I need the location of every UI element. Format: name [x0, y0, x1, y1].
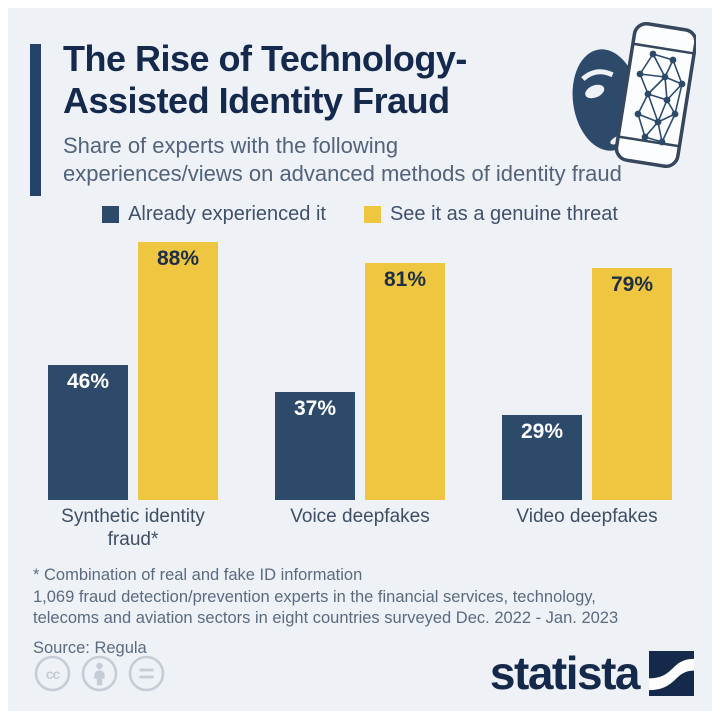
category-label: Video deepfakes	[516, 505, 658, 527]
footnotes: * Combination of real and fake ID inform…	[8, 551, 712, 630]
page-title: The Rise of Technology- Assisted Identit…	[63, 38, 603, 122]
bar-value-label: 88%	[156, 246, 200, 270]
cc-icon: cc	[34, 655, 71, 697]
subtitle-line-1: Share of experts with the following	[63, 133, 399, 159]
source-line: Source: Regula	[33, 639, 147, 658]
legend-item-experienced: Already experienced it	[102, 203, 326, 226]
statista-logo-mark-icon	[649, 651, 694, 701]
bar-value-label: 81%	[383, 267, 427, 291]
survey-description: 1,069 fraud detection/prevention experts…	[33, 587, 619, 628]
legend-item-threat: See it as a genuine threat	[363, 202, 618, 226]
bar-already-experienced: 46%	[48, 364, 128, 500]
title-line-2: Assisted Identity Fraud	[63, 80, 450, 122]
attribution-icon	[81, 655, 118, 697]
footnote-asterisk: * Combination of real and fake ID inform…	[33, 565, 363, 584]
bar-already-experienced: 37%	[275, 391, 355, 500]
svg-text:cc: cc	[46, 666, 61, 682]
bar-group: 37% 81%	[275, 262, 445, 500]
legend-label-experienced: Already experienced it	[128, 202, 326, 225]
statista-wordmark: statista	[489, 647, 641, 699]
infographic-card: The Rise of Technology- Assisted Identit…	[8, 8, 712, 711]
title-line-1: The Rise of Technology-	[63, 38, 467, 79]
subtitle-line-2: experiences/views on advanced methods of…	[63, 161, 622, 187]
face-mask-smartphone-recognition-icon	[568, 20, 698, 177]
bar-already-experienced: 29%	[502, 414, 582, 500]
header: The Rise of Technology- Assisted Identit…	[8, 8, 712, 196]
statista-logo: statista	[489, 647, 694, 701]
license-icons: cc	[34, 655, 165, 697]
bar-value-label: 37%	[293, 396, 337, 420]
category-labels: Synthetic identity fraud* Voice deepfakes…	[48, 505, 672, 551]
legend-swatch-navy	[102, 205, 120, 223]
bar-genuine-threat: 88%	[138, 241, 218, 500]
chart-subtitle: Share of experts with the following expe…	[63, 132, 703, 188]
category-label: Synthetic identity fraud*	[61, 505, 205, 550]
bar-value-label: 79%	[610, 272, 654, 296]
legend-label-threat: See it as a genuine threat	[389, 202, 618, 225]
chart-legend: Already experienced it See it as a genui…	[8, 203, 712, 226]
bar-groups: 46% 88% 37% 81% 29% 79%	[48, 241, 672, 500]
equals-icon	[128, 655, 165, 697]
bar-value-label: 46%	[66, 369, 110, 393]
bar-group: 46% 88%	[48, 241, 218, 500]
bar-genuine-threat: 79%	[592, 267, 672, 500]
bar-genuine-threat: 81%	[365, 262, 445, 500]
bar-value-label: 29%	[520, 419, 564, 443]
title-accent-bar	[30, 44, 41, 196]
category-label: Voice deepfakes	[290, 505, 430, 527]
bar-chart: 46% 88% 37% 81% 29% 79% Synthetic identity fr…	[8, 226, 712, 551]
bar-group: 29% 79%	[502, 267, 672, 500]
legend-swatch-yellow	[363, 205, 381, 223]
